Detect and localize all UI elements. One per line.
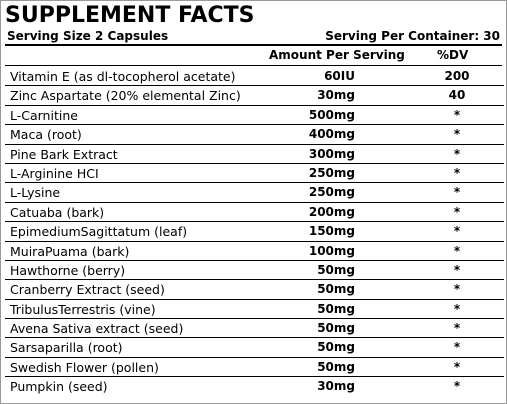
ingredient-dv: * [453, 243, 461, 258]
ingredient-name: MuiraPuama (bark) [10, 243, 130, 259]
ingredient-dv: * [453, 127, 461, 142]
ingredient-row: L-Carnitine 500mg * [1, 106, 507, 126]
ingredient-row: Swedish Flower (pollen) 50mg * [1, 358, 507, 378]
ingredient-name: Pine Bark Extract [10, 146, 118, 162]
ingredient-amount: 50mg [317, 301, 355, 316]
ingredient-amount: 200mg [308, 204, 355, 219]
ingredient-dv: * [453, 224, 461, 239]
column-header-amount: Amount Per Serving [269, 48, 405, 62]
ingredient-amount: 100mg [308, 243, 355, 258]
ingredient-name: L-Lysine [10, 185, 61, 201]
ingredient-row: Maca (root) 400mg * [1, 125, 507, 145]
ingredient-row: EpimediumSagittatum (leaf) 150mg * [1, 222, 507, 242]
ingredient-row: Pine Bark Extract 300mg * [1, 145, 507, 164]
ingredient-name: Avena Sativa extract (seed) [10, 321, 184, 337]
ingredient-dv: * [453, 185, 461, 200]
ingredient-row: Pumpkin (seed) 30mg * [1, 377, 507, 396]
row-divider [5, 143, 504, 145]
ingredient-amount: 50mg [317, 340, 355, 355]
ingredient-dv: * [453, 301, 461, 316]
ingredient-name: EpimediumSagittatum (leaf) [10, 224, 188, 240]
ingredient-amount: 150mg [308, 224, 355, 239]
row-divider [5, 279, 504, 281]
ingredient-name: Maca (root) [10, 127, 82, 143]
row-divider [5, 221, 504, 223]
ingredient-name: Pumpkin (seed) [10, 379, 108, 395]
ingredient-row: Sarsaparilla (root) 50mg * [1, 338, 507, 358]
ingredient-dv: * [453, 165, 461, 180]
ingredient-name: Hawthorne (berry) [10, 262, 126, 278]
ingredient-amount: 50mg [317, 282, 355, 297]
ingredient-amount: 50mg [317, 262, 355, 277]
ingredient-row: Zinc Aspartate (20% elemental Zinc) 30mg 4… [1, 86, 507, 106]
ingredient-amount: 250mg [308, 185, 355, 200]
ingredient-amount: 400mg [308, 127, 355, 142]
ingredient-dv: * [453, 107, 461, 122]
row-divider [5, 162, 504, 164]
ingredient-dv: * [453, 359, 461, 374]
ingredient-dv: * [453, 262, 461, 277]
ingredient-row: Catuaba (bark) 200mg * [1, 203, 507, 223]
ingredient-name: Zinc Aspartate (20% elemental Zinc) [10, 88, 241, 104]
ingredient-name: Swedish Flower (pollen) [10, 359, 159, 375]
serving-size: Serving Size 2 Capsules [7, 29, 169, 43]
ingredient-name: L-Arginine HCI [10, 165, 99, 181]
ingredient-row: Hawthorne (berry) 50mg * [1, 261, 507, 281]
ingredient-amount: 60IU [324, 69, 355, 83]
ingredient-amount: 50mg [317, 321, 355, 336]
row-divider [5, 376, 504, 378]
row-divider [5, 201, 504, 203]
column-header-dv: %DV [437, 48, 469, 62]
ingredient-row: L-Arginine HCI 250mg * [1, 164, 507, 184]
ingredient-dv: * [453, 204, 461, 219]
ingredient-name: TribulusTerrestris (vine) [10, 301, 156, 317]
ingredient-row: L-Lysine 250mg * [1, 183, 507, 203]
ingredient-name: Cranberry Extract (seed) [10, 282, 165, 298]
ingredient-amount: 30mg [317, 88, 355, 103]
ingredient-amount: 300mg [308, 146, 355, 161]
ingredient-row: Avena Sativa extract (seed) 50mg * [1, 319, 507, 339]
ingredient-amount: 50mg [317, 359, 355, 374]
ingredient-amount: 500mg [308, 107, 355, 122]
ingredient-name: Sarsaparilla (root) [10, 340, 123, 356]
row-divider [5, 85, 504, 87]
ingredient-dv: 200 [444, 69, 470, 83]
servings-per-container: Serving Per Container: 30 [325, 29, 500, 43]
row-divider [5, 337, 504, 339]
ingredient-dv: * [453, 321, 461, 336]
ingredient-dv: * [453, 340, 461, 355]
panel-title: SUPPLEMENT FACTS [5, 3, 255, 28]
ingredient-amount: 250mg [308, 165, 355, 180]
row-divider [5, 124, 504, 126]
ingredient-name: Vitamin E (as dl-tocopherol acetate) [10, 69, 236, 84]
header-divider [5, 44, 502, 46]
ingredient-row: Cranberry Extract (seed) 50mg * [1, 280, 507, 300]
column-header-divider [5, 65, 502, 66]
ingredient-list: Vitamin E (as dl-tocopherol acetate) 60IU… [1, 67, 507, 397]
row-divider [5, 356, 504, 358]
ingredient-row: TribulusTerrestris (vine) 50mg * [1, 300, 507, 320]
ingredient-dv: * [453, 282, 461, 297]
ingredient-name: Catuaba (bark) [10, 204, 105, 220]
row-divider [5, 259, 504, 261]
row-divider [5, 298, 504, 300]
ingredient-row: MuiraPuama (bark) 100mg * [1, 242, 507, 261]
ingredient-dv: * [453, 379, 461, 394]
ingredient-amount: 30mg [317, 379, 355, 394]
ingredient-dv: 40 [448, 88, 466, 103]
row-divider [5, 182, 504, 184]
ingredient-name: L-Carnitine [10, 107, 78, 123]
ingredient-dv: * [453, 146, 461, 161]
row-divider [5, 318, 504, 320]
ingredient-row: Vitamin E (as dl-tocopherol acetate) 60IU… [1, 67, 507, 87]
row-divider [5, 240, 504, 242]
row-divider [5, 104, 504, 106]
